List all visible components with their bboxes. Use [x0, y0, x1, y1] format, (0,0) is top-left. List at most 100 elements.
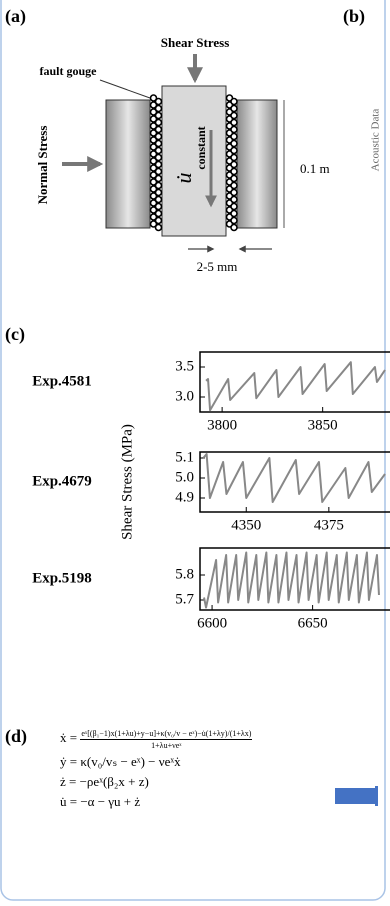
- x-tick-label: 4375: [314, 517, 344, 533]
- equation: u̇ = −α − γu + ż: [60, 794, 141, 809]
- axis-frame: [199, 351, 390, 413]
- y-tick-label: 4.9: [175, 489, 194, 505]
- grain: [149, 206, 158, 214]
- grain: [230, 132, 238, 141]
- x-tick-label: 4350: [231, 517, 261, 533]
- grain: [230, 160, 238, 169]
- grain: [149, 101, 158, 109]
- grain: [149, 164, 158, 172]
- grain: [154, 146, 163, 155]
- grain: [149, 220, 158, 228]
- x-tick-label: 6600: [197, 615, 227, 631]
- grain: [149, 157, 158, 165]
- axis-frame: [199, 547, 390, 611]
- grain: [230, 146, 238, 155]
- label: fault gouge: [40, 64, 98, 78]
- grain: [230, 125, 238, 134]
- grain: [154, 167, 163, 176]
- grain: [149, 150, 158, 158]
- y-tick-label: 5.1: [175, 449, 194, 465]
- chart-title: Exp.4581: [32, 373, 92, 389]
- grain: [149, 143, 158, 151]
- data-line: [205, 361, 386, 412]
- panel-label: (b): [343, 6, 365, 27]
- grain: [230, 216, 238, 225]
- grain: [149, 213, 158, 221]
- grain: [154, 216, 163, 225]
- grain: [230, 181, 238, 190]
- fraction: eˣ[(β₁−1)x(1+λu)+y−u]+κ(v₀/v − eˣ)−u̇(1+…: [80, 728, 253, 751]
- grain: [230, 167, 238, 176]
- panel-label: (c): [5, 324, 25, 345]
- grain: [154, 139, 163, 148]
- grain: [149, 178, 158, 186]
- pointer: [99, 79, 151, 99]
- denominator: 1+λu+νeˣ: [151, 740, 182, 750]
- arrow-shape: [335, 786, 378, 806]
- grain: [154, 202, 163, 211]
- grain: [154, 118, 163, 127]
- grain: [149, 129, 158, 137]
- panel-label: (d): [5, 726, 27, 747]
- y-tick-label: 5.0: [175, 469, 194, 485]
- y-axis-label: Shear Stress (MPa): [119, 424, 135, 540]
- grain: [154, 104, 163, 113]
- equation: ż = −ρeˣ(β₂x + z): [60, 774, 149, 789]
- x-tick-label: 3850: [308, 417, 338, 433]
- grain: [230, 223, 238, 232]
- grain: [154, 188, 163, 197]
- block: [161, 85, 227, 237]
- grain: [230, 153, 238, 162]
- grain: [154, 125, 163, 134]
- grain: [154, 195, 163, 204]
- grain: [149, 192, 158, 200]
- equation: ẏ = κ(v₀/vₛ − eˣ) − νeˣẋ: [60, 754, 181, 769]
- grain: [149, 185, 158, 193]
- grain: [149, 115, 158, 123]
- y-tick-label: 5.7: [175, 591, 194, 607]
- x-tick-label: 3800: [207, 417, 237, 433]
- grain: [230, 118, 238, 127]
- x-tick-label: 6650: [298, 615, 328, 631]
- panel-label: (a): [5, 6, 26, 27]
- label: 0.1 m: [300, 161, 330, 176]
- grain: [154, 181, 163, 190]
- grain: [230, 174, 238, 183]
- grain: [230, 195, 238, 204]
- grain: [230, 111, 238, 120]
- numerator: eˣ[(β₁−1)x(1+λu)+y−u]+κ(v₀/v − eˣ)−u̇(1+…: [80, 728, 253, 740]
- grain: [149, 94, 158, 102]
- grain: [154, 111, 163, 120]
- grain: [230, 104, 238, 113]
- axis-label: Acoustic Data: [370, 109, 382, 172]
- grain: [230, 209, 238, 218]
- grain: [149, 108, 158, 116]
- chart-title: Exp.5198: [32, 570, 92, 586]
- label: Normal Stress: [35, 126, 50, 205]
- grain: [154, 174, 163, 183]
- label: Shear Stress: [161, 35, 230, 50]
- y-tick-label: 3.5: [175, 358, 194, 374]
- label: constant: [194, 126, 208, 169]
- fault-gouge: [149, 94, 238, 232]
- grain: [154, 160, 163, 169]
- grain: [230, 202, 238, 211]
- axis-frame: [199, 451, 390, 513]
- data-line: [203, 551, 380, 609]
- equation-lhs: ẋ =: [60, 730, 78, 745]
- label: 2-5 mm: [197, 259, 238, 274]
- grain: [154, 223, 163, 232]
- grain: [154, 97, 163, 106]
- y-tick-label: 5.8: [175, 566, 194, 582]
- label: u̇: [171, 173, 196, 184]
- grain: [149, 199, 158, 207]
- block: [236, 99, 278, 229]
- grain: [230, 188, 238, 197]
- grain: [149, 122, 158, 130]
- grain: [154, 153, 163, 162]
- grain: [230, 97, 238, 106]
- grain: [149, 136, 158, 144]
